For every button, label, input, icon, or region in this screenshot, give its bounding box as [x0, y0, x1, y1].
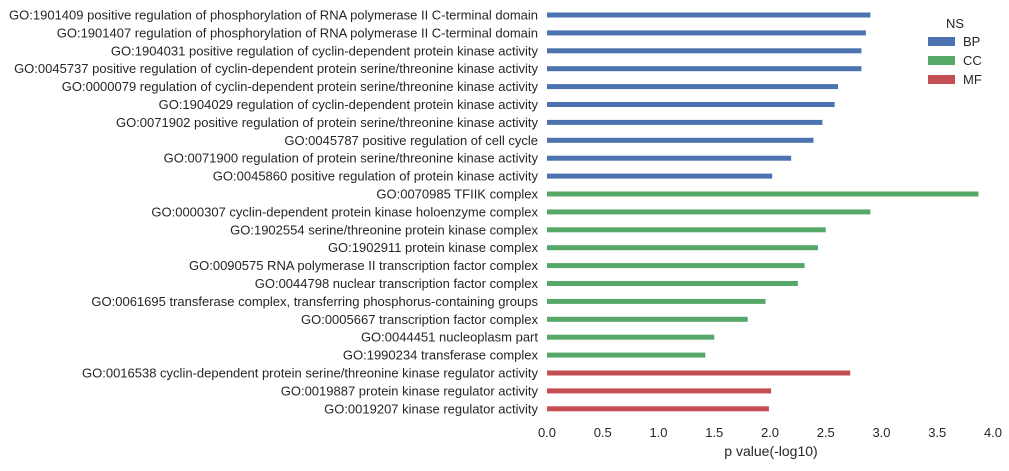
category-label-11: GO:0070985 TFIIK complex: [376, 187, 538, 202]
legend-swatch-bp: [928, 37, 955, 46]
category-label-3: GO:1904031 positive regulation of cyclin…: [111, 43, 539, 58]
legend-label-bp: BP: [963, 34, 980, 49]
category-label-6: GO:1904029 regulation of cyclin-dependen…: [159, 97, 539, 112]
x-axis: 0.0 0.5 1.0 1.5 2.0 2.5 3.0 3.5 4.0: [538, 425, 1002, 440]
legend-label-mf: MF: [963, 72, 982, 87]
category-label-17: GO:0061695 transferase complex, transfer…: [91, 294, 538, 309]
bar-11: [547, 191, 979, 197]
legend-title: NS: [946, 16, 964, 31]
category-label-13: GO:1902554 serine/threonine protein kina…: [230, 222, 538, 237]
bar-13: [547, 227, 826, 233]
category-labels: GO:1901409 positive regulation of phosph…: [9, 8, 538, 417]
bar-16: [547, 281, 798, 286]
legend-swatch-cc: [928, 56, 955, 65]
legend-label-cc: CC: [963, 53, 982, 68]
bar-15: [547, 263, 805, 269]
category-label-9: GO:0071900 regulation of protein serine/…: [164, 151, 539, 166]
category-label-19: GO:0044451 nucleoplasm part: [361, 330, 538, 345]
category-label-7: GO:0071902 positive regulation of protei…: [116, 115, 539, 130]
x-tick-label-8: 3.5: [928, 425, 946, 440]
category-label-1: GO:1901409 positive regulation of phosph…: [9, 8, 538, 23]
x-tick-label-4: 1.5: [705, 425, 723, 440]
category-label-10: GO:0045860 positive regulation of protei…: [213, 169, 539, 184]
category-label-15: GO:0090575 RNA polymerase II transcripti…: [189, 258, 538, 273]
bar-17: [547, 298, 766, 304]
category-label-12: GO:0000307 cyclin-dependent protein kina…: [151, 204, 538, 219]
bar-20: [547, 352, 706, 358]
category-label-22: GO:0019887 protein kinase regulator acti…: [281, 383, 539, 398]
category-label-5: GO:0000079 regulation of cyclin-dependen…: [62, 79, 539, 94]
bar-12: [547, 209, 871, 215]
bar-10: [547, 173, 773, 179]
category-label-2: GO:1901407 regulation of phosphorylation…: [57, 25, 538, 40]
bar-21: [547, 370, 851, 376]
x-tick-label-5: 2.0: [761, 425, 779, 440]
category-label-21: GO:0016538 cyclin-dependent protein seri…: [82, 366, 538, 381]
bar-series: [547, 12, 979, 412]
bar-19: [547, 334, 715, 340]
legend-swatch-mf: [928, 75, 955, 84]
bar-2: [547, 30, 866, 36]
category-label-8: GO:0045787 positive regulation of cell c…: [284, 133, 538, 148]
legend: NS BP CC MF: [928, 16, 982, 87]
bar-3: [547, 48, 862, 54]
bar-23: [547, 406, 769, 412]
bar-7: [547, 119, 823, 125]
bar-22: [547, 388, 772, 394]
bar-4: [547, 66, 862, 72]
category-label-16: GO:0044798 nuclear transcription factor …: [255, 276, 539, 291]
category-label-4: GO:0045737 positive regulation of cyclin…: [14, 61, 538, 76]
bar-18: [547, 316, 748, 322]
x-tick-label-1: 0.0: [538, 425, 556, 440]
bar-1: [547, 12, 871, 18]
x-tick-label-3: 1.0: [649, 425, 667, 440]
bar-9: [547, 155, 792, 161]
category-label-20: GO:1990234 transferase complex: [343, 348, 539, 363]
x-tick-label-7: 3.0: [872, 425, 890, 440]
bar-8: [547, 137, 814, 143]
bar-14: [547, 245, 818, 251]
x-tick-label-6: 2.5: [817, 425, 835, 440]
x-tick-label-2: 0.5: [594, 425, 612, 440]
bar-5: [547, 84, 839, 90]
category-label-18: GO:0005667 transcription factor complex: [301, 312, 539, 327]
category-label-14: GO:1902911 protein kinase complex: [328, 240, 539, 255]
bar-6: [547, 102, 835, 107]
x-axis-label: p value(-log10): [724, 443, 817, 459]
x-tick-label-9: 4.0: [984, 425, 1002, 440]
category-label-23: GO:0019207 kinase regulator activity: [324, 401, 538, 416]
